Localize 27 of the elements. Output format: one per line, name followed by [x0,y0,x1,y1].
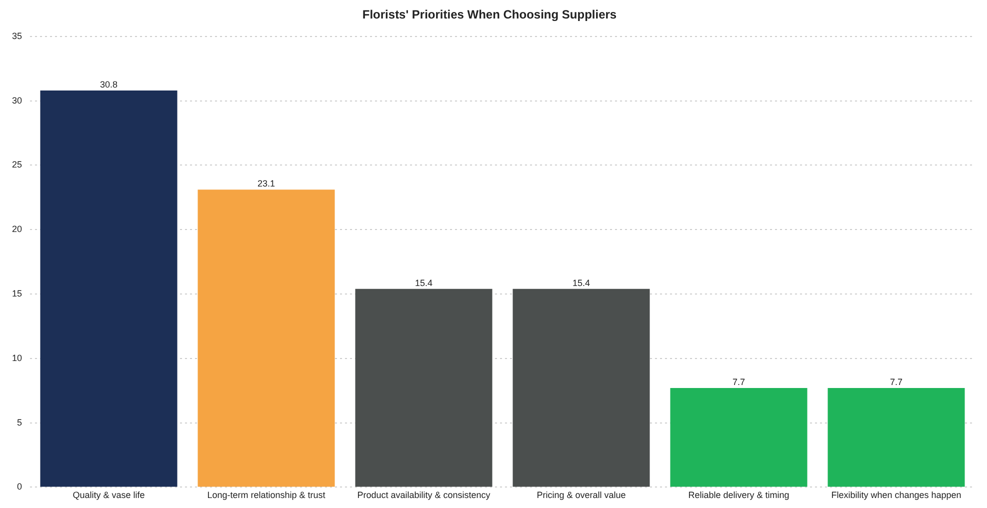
bar [40,90,178,487]
y-tick-label: 0 [16,482,22,492]
bar [198,190,335,487]
chart-title: Florists' Priorities When Choosing Suppliers [362,8,617,22]
y-tick-label: 20 [12,224,22,234]
x-tick-label: Pricing & overall value [536,490,626,500]
x-tick-label: Flexibility when changes happen [831,490,962,500]
data-label: 15.4 [572,278,590,288]
y-tick-label: 35 [12,30,22,41]
y-tick-label: 10 [12,352,22,363]
x-tick-label: Product availability & consistency [357,490,491,500]
y-tick-label: 25 [12,160,22,170]
y-tick-label: 5 [16,417,22,428]
bar [670,388,808,487]
y-tick-label: 30 [12,95,22,106]
data-label: 30.8 [100,79,118,90]
bar [828,388,965,487]
x-tick-label: Reliable delivery & timing [688,490,790,500]
data-label: 7.7 [890,377,903,388]
data-label: 15.4 [414,278,433,288]
x-tick-label: Quality & vase life [72,490,145,500]
bar [512,288,650,487]
bar [355,288,492,487]
data-label: 23.1 [257,178,276,189]
data-label: 7.7 [732,377,746,388]
y-tick-label: 15 [12,288,22,298]
x-tick-label: Long-term relationship & trust [207,490,326,500]
